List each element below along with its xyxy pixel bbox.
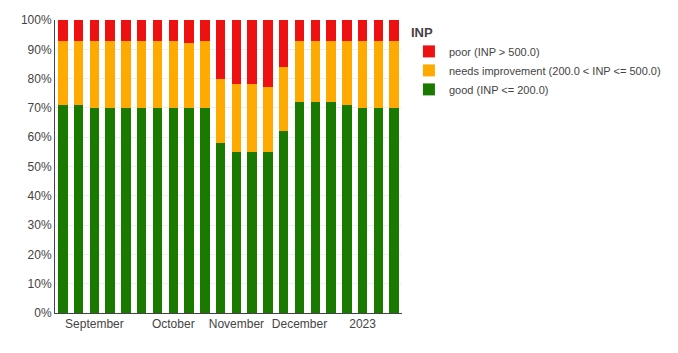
svg-text:20%: 20% [28, 248, 52, 262]
svg-text:0%: 0% [34, 306, 52, 320]
svg-text:September: September [65, 317, 124, 331]
svg-text:needs improvement (200.0 < INP: needs improvement (200.0 < INP <= 500.0) [449, 65, 661, 77]
svg-text:30%: 30% [28, 218, 52, 232]
svg-text:December: December [272, 317, 327, 331]
svg-text:100%: 100% [21, 13, 52, 27]
svg-text:40%: 40% [28, 189, 52, 203]
svg-text:60%: 60% [28, 130, 52, 144]
svg-text:80%: 80% [28, 72, 52, 86]
svg-text:70%: 70% [28, 101, 52, 115]
svg-text:2023: 2023 [349, 317, 376, 331]
svg-text:October: October [152, 317, 195, 331]
svg-text:good (INP <= 200.0): good (INP <= 200.0) [449, 84, 548, 96]
svg-text:50%: 50% [28, 160, 52, 174]
svg-text:poor (INP > 500.0): poor (INP > 500.0) [449, 46, 540, 58]
svg-text:90%: 90% [28, 43, 52, 57]
svg-text:INP: INP [411, 25, 433, 40]
svg-text:November: November [209, 317, 264, 331]
svg-text:10%: 10% [28, 277, 52, 291]
